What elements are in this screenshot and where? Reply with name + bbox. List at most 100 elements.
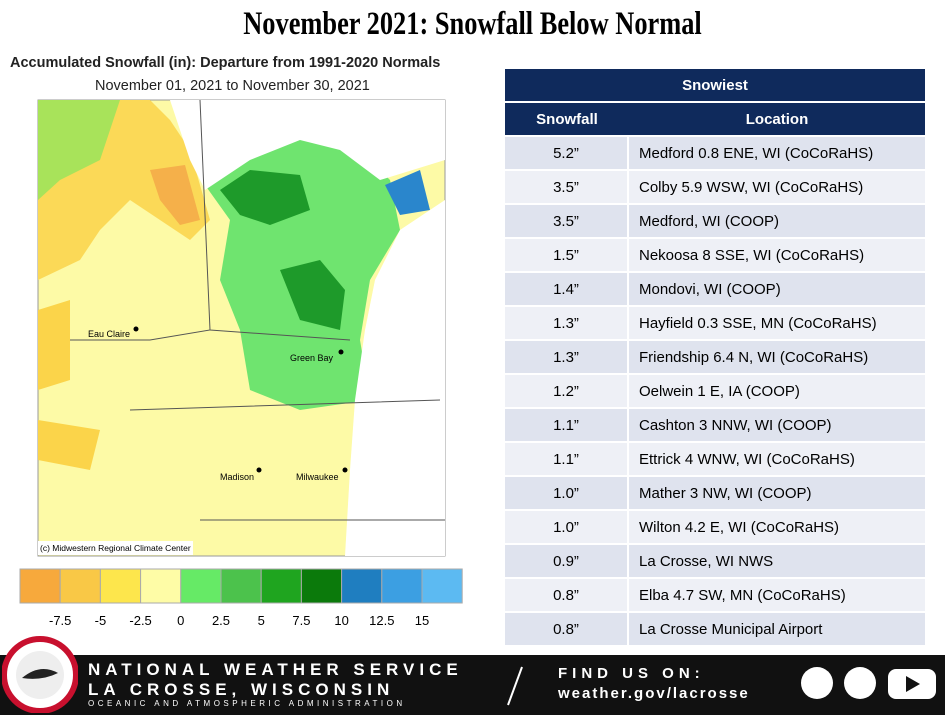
legend-label: 15	[415, 613, 429, 628]
legend-label: -5	[95, 613, 107, 628]
table-row: 1.2” Oelwein 1 E, IA (COOP)	[505, 375, 925, 407]
legend-label: -7.5	[49, 613, 71, 628]
location-cell: Hayfield 0.3 SSE, MN (CoCoRaHS)	[629, 307, 925, 339]
legend-label: -2.5	[129, 613, 151, 628]
legend-swatch	[341, 568, 383, 604]
location-cell: Oelwein 1 E, IA (COOP)	[629, 375, 925, 407]
city-label: Milwaukee	[296, 472, 339, 482]
lake-michigan	[345, 200, 445, 556]
table-row: 1.3” Friendship 6.4 N, WI (CoCoRaHS)	[505, 341, 925, 373]
column-header: Snowfall	[505, 103, 629, 135]
city-label: Green Bay	[290, 353, 334, 363]
nws-logo	[2, 636, 78, 713]
city-label: Madison	[220, 472, 254, 482]
lake-superior	[170, 100, 445, 190]
footer: NATIONAL WEATHER SERVICE LA CROSSE, WISC…	[0, 636, 945, 715]
city-dot	[338, 349, 344, 355]
snowfall-cell: 1.1”	[505, 409, 629, 441]
legend-label: 10	[334, 613, 348, 628]
credit-box	[38, 541, 193, 555]
footer-text: OCEANIC AND ATMOSPHERIC ADMINISTRATION	[88, 699, 406, 708]
legend-label: 0	[177, 613, 184, 628]
legend-swatch	[180, 568, 222, 604]
map-title: Accumulated Snowfall (in): Departure fro…	[10, 55, 441, 71]
facebook-icon[interactable]	[801, 667, 833, 699]
table-row: 5.2” Medford 0.8 ENE, WI (CoCoRaHS)	[505, 137, 925, 169]
map-region	[38, 300, 100, 470]
legend-label: 5	[258, 613, 265, 628]
map-region	[38, 100, 120, 200]
location-cell: Friendship 6.4 N, WI (CoCoRaHS)	[629, 341, 925, 373]
legend-swatch	[140, 568, 182, 604]
map-subtitle: November 01, 2021 to November 30, 2021	[95, 78, 370, 94]
city-dot	[133, 326, 139, 332]
map-region	[310, 115, 430, 215]
social-icons	[801, 667, 936, 699]
snow-table: Snowiest Snowfall Location 5.2” Medford 0.…	[505, 67, 925, 647]
table-row: 3.5” Colby 5.9 WSW, WI (CoCoRaHS)	[505, 171, 925, 203]
table-row: 1.0” Wilton 4.2 E, WI (CoCoRaHS)	[505, 511, 925, 543]
twitter-icon[interactable]	[844, 667, 876, 699]
footer-text: FIND US ON:	[558, 665, 705, 682]
snowfall-cell: 3.5”	[505, 205, 629, 237]
location-cell: Colby 5.9 WSW, WI (CoCoRaHS)	[629, 171, 925, 203]
legend-swatch	[220, 568, 262, 604]
map-region	[220, 170, 345, 330]
location-cell: La Crosse, WI NWS	[629, 545, 925, 577]
snowfall-cell: 1.2”	[505, 375, 629, 407]
city-dot	[342, 467, 348, 473]
city-label: Eau Claire	[88, 329, 130, 339]
footer-text: NATIONAL WEATHER SERVICE	[88, 660, 463, 679]
location-cell: Wilton 4.2 E, WI (CoCoRaHS)	[629, 511, 925, 543]
divider	[507, 666, 523, 706]
legend-label: 7.5	[292, 613, 310, 628]
location-cell: La Crosse Municipal Airport	[629, 613, 925, 645]
table-title: Snowiest	[505, 69, 925, 101]
legend-swatch	[99, 568, 142, 604]
location-cell: Medford, WI (COOP)	[629, 205, 925, 237]
snowfall-cell: 1.5”	[505, 239, 629, 271]
border	[70, 99, 445, 521]
table-row: 1.3” Hayfield 0.3 SSE, MN (CoCoRaHS)	[505, 307, 925, 339]
snowfall-cell: 1.3”	[505, 341, 629, 373]
table-row: 0.8” La Crosse Municipal Airport	[505, 613, 925, 645]
legend-swatch	[59, 568, 101, 604]
footer-link[interactable]: weather.gov/lacrosse	[558, 685, 750, 702]
snowfall-cell: 0.8”	[505, 613, 629, 645]
snowfall-cell: 0.8”	[505, 579, 629, 611]
legend-label: 12.5	[369, 613, 394, 628]
legend-label: 2.5	[212, 613, 230, 628]
table-row: 3.5” Medford, WI (COOP)	[505, 205, 925, 237]
legend: -7.5 -5 -2.5 0 2.5 5 7.5 10 12.5 15	[19, 568, 463, 628]
table-row: 1.4” Mondovi, WI (COOP)	[505, 273, 925, 305]
city-dot	[256, 467, 262, 473]
snowfall-cell: 1.0”	[505, 511, 629, 543]
column-header: Location	[629, 103, 925, 135]
table-row: 1.1” Cashton 3 NNW, WI (COOP)	[505, 409, 925, 441]
location-cell: Mather 3 NW, WI (COOP)	[629, 477, 925, 509]
snowfall-cell: 1.3”	[505, 307, 629, 339]
legend-swatch	[300, 568, 343, 604]
footer-text: LA CROSSE, WISCONSIN	[88, 680, 395, 699]
legend-swatch	[381, 568, 423, 604]
legend-swatch	[260, 568, 302, 604]
legend-swatch	[421, 568, 463, 604]
map-region	[150, 165, 200, 225]
snowfall-cell: 1.4”	[505, 273, 629, 305]
table-row: 0.8” Elba 4.7 SW, MN (CoCoRaHS)	[505, 579, 925, 611]
map: Eau Claire Green Bay Madison Milwaukee (…	[19, 99, 463, 628]
location-cell: Medford 0.8 ENE, WI (CoCoRaHS)	[629, 137, 925, 169]
snowfall-cell: 3.5”	[505, 171, 629, 203]
table-row: 1.0” Mather 3 NW, WI (COOP)	[505, 477, 925, 509]
snowfall-cell: 1.0”	[505, 477, 629, 509]
location-cell: Nekoosa 8 SSE, WI (CoCoRaHS)	[629, 239, 925, 271]
location-cell: Mondovi, WI (COOP)	[629, 273, 925, 305]
table-row: 0.9” La Crosse, WI NWS	[505, 545, 925, 577]
location-cell: Ettrick 4 WNW, WI (CoCoRaHS)	[629, 443, 925, 475]
legend-swatch	[19, 568, 61, 604]
snowfall-cell: 1.1”	[505, 443, 629, 475]
snowfall-cell: 0.9”	[505, 545, 629, 577]
location-cell: Cashton 3 NNW, WI (COOP)	[629, 409, 925, 441]
table-row: 1.1” Ettrick 4 WNW, WI (CoCoRaHS)	[505, 443, 925, 475]
